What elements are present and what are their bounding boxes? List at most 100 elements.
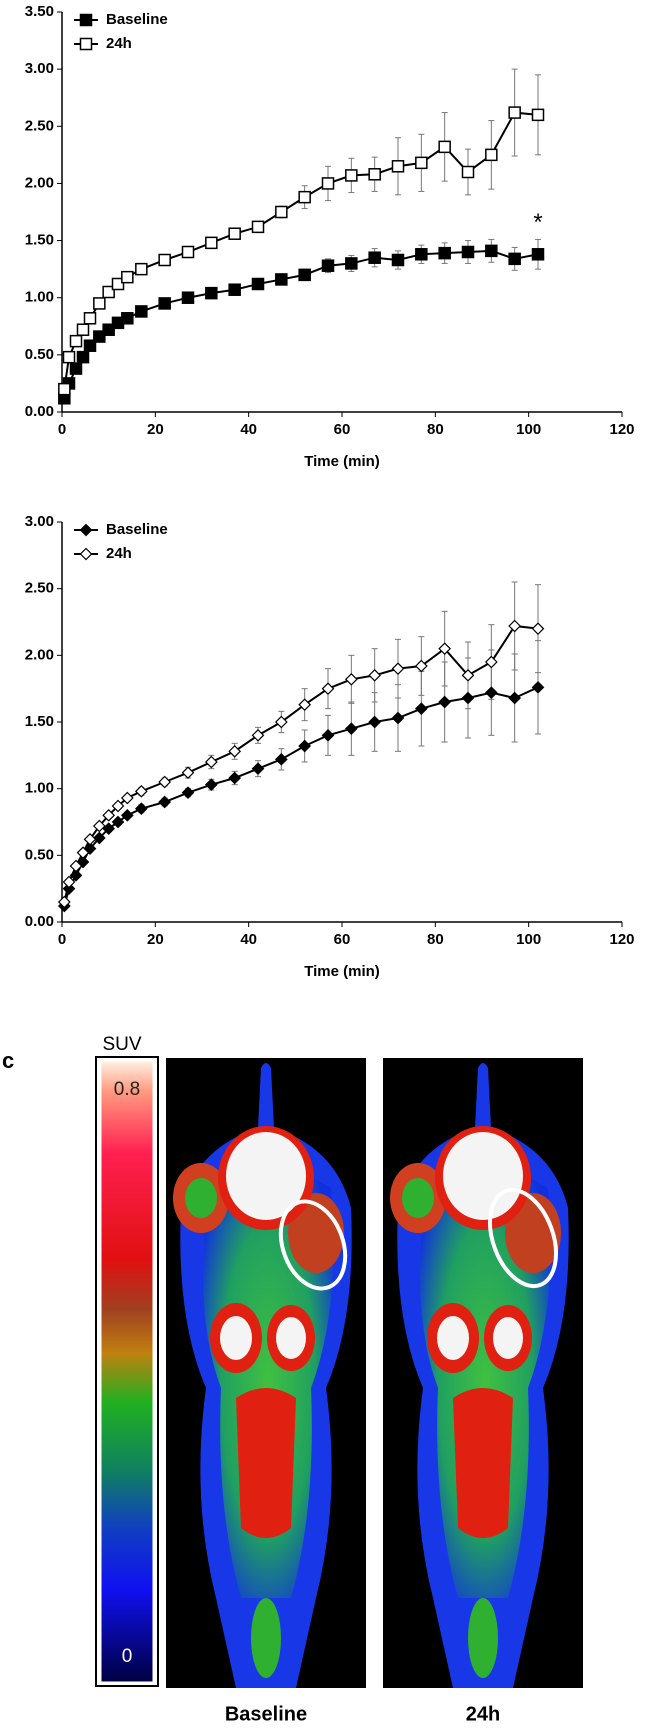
marker [102,808,116,822]
marker [134,784,148,798]
marker [228,227,241,240]
marker [251,220,265,234]
x-tick-label: 60 [334,931,351,948]
marker [102,822,116,836]
marker [121,312,134,325]
marker [274,715,288,729]
marker [345,257,358,270]
marker [298,190,311,204]
marker [298,698,312,712]
marker [228,771,242,785]
marker [111,799,125,813]
colorbar-max: 0.8 [114,1079,140,1100]
y-tick-label: 2.50 [25,580,54,597]
marker [531,248,545,261]
marker [83,339,97,352]
marker [414,702,428,716]
marker [415,248,428,261]
marker [120,808,134,822]
marker [76,846,90,860]
marker [111,277,125,291]
marker [83,842,97,856]
marker [344,722,358,736]
marker [321,177,335,190]
marker [321,259,335,272]
marker [92,819,106,833]
marker [58,382,71,396]
colorbar-title: SUV [102,1034,141,1055]
marker [205,286,218,300]
marker [391,160,405,173]
marker [508,252,521,266]
marker [508,106,521,119]
marker [391,253,405,267]
y-tick-label: 3.00 [25,513,54,530]
marker [438,140,451,154]
marker [368,715,382,729]
marker [228,744,242,758]
marker [508,691,522,705]
marker [121,270,134,284]
x-axis-label: Time (min) [304,453,380,470]
marker [158,775,172,789]
annotation: * [533,209,542,236]
marker [181,245,195,259]
pet-image [166,1058,366,1688]
y-tick-label: 2.50 [25,117,54,134]
marker [205,236,218,250]
marker [321,682,335,696]
colorbar-frame [95,1056,159,1687]
marker [83,832,97,846]
image-label: Baseline [225,1703,307,1725]
marker [76,350,90,364]
pet-panel: c SUV 0.8 0 Baseline 24h [2,1034,583,1725]
marker [93,330,106,343]
marker [102,285,115,299]
colorbar-min: 0 [122,1646,133,1667]
legend-marker [79,13,93,27]
marker [531,622,545,636]
image-label: 24h [466,1703,500,1725]
marker [414,659,428,673]
chart: 0.00 0.50 1.00 1.50 2.00 2.50 3.00 3.50 0 20 40 60 8… [25,3,635,470]
x-tick-label: 120 [609,421,634,438]
marker [391,711,405,725]
x-tick-label: 120 [609,931,634,948]
x-tick-label: 20 [147,931,164,948]
marker [251,762,265,776]
y-tick-label: 3.00 [25,60,54,77]
marker [274,752,288,766]
y-tick-label: 0.00 [25,913,54,930]
x-tick-label: 20 [147,421,164,438]
marker [92,831,106,845]
marker [181,291,195,304]
marker [275,205,288,219]
panel-label: c [2,1048,14,1073]
marker [181,766,195,780]
marker [275,273,288,286]
x-tick-label: 40 [240,421,257,438]
colorbar [98,1058,156,1685]
y-tick-label: 0.50 [25,346,54,363]
marker [461,165,475,179]
legend-label: 24h [106,545,132,562]
marker [158,297,171,310]
x-tick-label: 80 [427,931,444,948]
marker [204,755,218,769]
marker [485,244,498,258]
marker [251,277,265,291]
roi-circle [278,1199,348,1291]
marker [69,859,83,873]
marker [120,791,134,805]
series-line [63,624,539,903]
x-tick-label: 100 [516,421,541,438]
marker [102,323,115,336]
y-tick-label: 1.00 [25,780,54,797]
marker [368,668,382,682]
marker [415,156,428,170]
marker [461,245,475,259]
x-tick-label: 60 [334,421,351,438]
marker [461,668,475,682]
marker [321,728,335,742]
